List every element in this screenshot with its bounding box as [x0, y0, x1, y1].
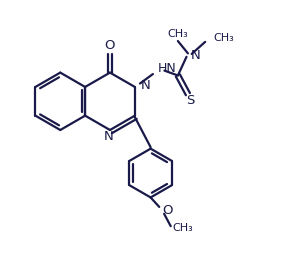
Text: O: O	[105, 40, 115, 53]
Text: O: O	[162, 204, 172, 217]
Text: HN: HN	[158, 62, 177, 75]
Text: CH₃: CH₃	[168, 29, 188, 39]
Text: S: S	[187, 94, 195, 107]
Text: N: N	[104, 130, 113, 143]
Text: CH₃: CH₃	[213, 34, 234, 43]
Text: N: N	[141, 79, 150, 92]
Text: N: N	[191, 49, 201, 62]
Text: CH₃: CH₃	[172, 223, 193, 233]
